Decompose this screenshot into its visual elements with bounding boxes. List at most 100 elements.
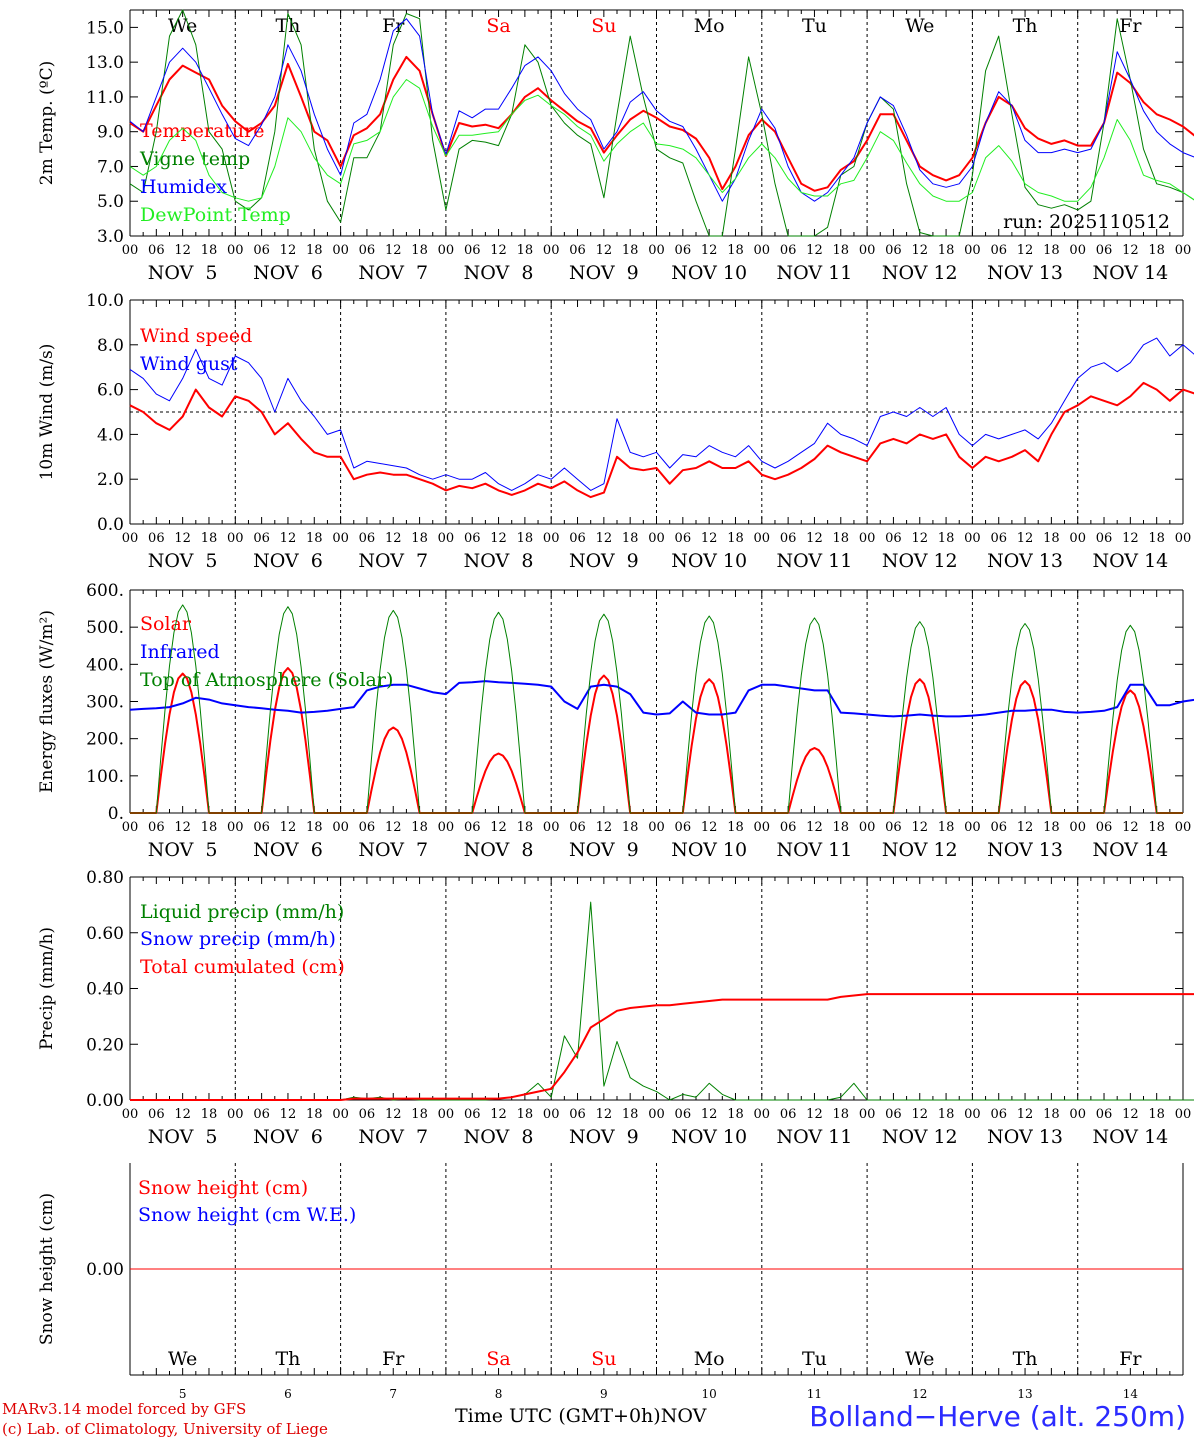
- x-date-label: NOV 9: [569, 550, 639, 572]
- x-hour-label: 18: [622, 1107, 639, 1122]
- x-hour-label: 12: [596, 1107, 613, 1122]
- x-hour-label: 06: [780, 243, 797, 258]
- x-hour-label: 18: [727, 1107, 744, 1122]
- y-tick-label: 10.0: [86, 291, 124, 311]
- y-tick-label: 7.0: [97, 157, 124, 177]
- y-tick-label: 11.0: [86, 88, 124, 108]
- y-tick-label: 4.0: [97, 425, 124, 445]
- y-tick-label: 0.00: [86, 1260, 124, 1280]
- x-hour-label: 06: [569, 243, 586, 258]
- x-hour-label: 18: [517, 1107, 534, 1122]
- x-date-label: NOV 10: [671, 839, 747, 861]
- series-line-wind-gust: [129, 337, 1194, 491]
- x-date-label: NOV 14: [1092, 262, 1168, 284]
- x-hour-label: 12: [1122, 1107, 1139, 1122]
- x-hour-label: 06: [359, 531, 376, 546]
- x-hour-label: 00: [1175, 1107, 1192, 1122]
- x-hour-label: 12: [911, 1107, 928, 1122]
- x-hour-label: 12: [1122, 243, 1139, 258]
- series-line-vigne-temp: [129, 9, 1194, 237]
- x-hour-label: 06: [569, 1107, 586, 1122]
- x-hour-label: 06: [780, 1107, 797, 1122]
- day-number-label: 8: [495, 1387, 503, 1401]
- x-hour-label: 18: [411, 531, 428, 546]
- x-hour-label: 12: [806, 820, 823, 835]
- x-hour-label: 00: [1069, 1107, 1086, 1122]
- x-hour-label: 18: [201, 1107, 218, 1122]
- x-hour-label: 12: [701, 1107, 718, 1122]
- x-hour-label: 00: [859, 820, 876, 835]
- x-date-label: NOV 5: [148, 550, 218, 572]
- x-hour-label: 06: [148, 531, 165, 546]
- x-hour-label: 18: [622, 531, 639, 546]
- day-number-label: 9: [600, 1387, 608, 1401]
- x-date-label: NOV 5: [148, 839, 218, 861]
- x-hour-label: 06: [885, 243, 902, 258]
- x-date-label: NOV 13: [987, 839, 1063, 861]
- x-hour-label: 00: [227, 820, 244, 835]
- x-hour-label: 00: [1069, 820, 1086, 835]
- day-number-label: 6: [284, 1387, 292, 1401]
- x-hour-label: 00: [648, 820, 665, 835]
- y-tick-label: 300.: [86, 693, 124, 713]
- x-hour-label: 18: [411, 243, 428, 258]
- x-hour-label: 06: [253, 531, 270, 546]
- y-tick-label: 2.0: [97, 470, 124, 490]
- x-date-label: NOV 10: [671, 1126, 747, 1148]
- x-date-label: NOV 9: [569, 1126, 639, 1148]
- weekday-label: Th: [275, 15, 300, 37]
- x-hour-label: 06: [253, 820, 270, 835]
- x-hour-label: 06: [675, 531, 692, 546]
- y-tick-label: 13.0: [86, 53, 124, 73]
- x-hour-label: 12: [490, 531, 507, 546]
- x-hour-label: 12: [1017, 820, 1034, 835]
- legend-entry: Snow height (cm): [138, 1177, 308, 1199]
- x-hour-label: 06: [675, 1107, 692, 1122]
- x-hour-label: 00: [964, 1107, 981, 1122]
- legend-entry: Total cumulated (cm): [140, 956, 345, 978]
- x-hour-label: 06: [990, 243, 1007, 258]
- x-hour-label: 00: [1069, 531, 1086, 546]
- x-date-label: NOV 10: [671, 550, 747, 572]
- x-hour-label: 00: [543, 243, 560, 258]
- x-hour-label: 00: [227, 531, 244, 546]
- x-hour-label: 00: [754, 1107, 771, 1122]
- x-date-label: NOV 13: [987, 1126, 1063, 1148]
- legend-entry: Wind speed: [140, 325, 252, 347]
- x-date-label: NOV 6: [253, 1126, 323, 1148]
- x-hour-label: 12: [596, 531, 613, 546]
- x-date-label: NOV 9: [569, 839, 639, 861]
- x-hour-label: 18: [411, 820, 428, 835]
- x-date-label: NOV 12: [882, 262, 958, 284]
- y-tick-label: 15.0: [86, 18, 124, 38]
- y-tick-label: 8.0: [97, 336, 124, 356]
- x-hour-label: 18: [1043, 243, 1060, 258]
- legend-entry: Infrared: [140, 641, 220, 663]
- x-hour-label: 12: [280, 820, 297, 835]
- x-hour-label: 12: [911, 820, 928, 835]
- x-date-label: NOV 11: [777, 262, 853, 284]
- x-hour-label: 06: [990, 820, 1007, 835]
- x-hour-label: 00: [227, 243, 244, 258]
- x-date-label: NOV 7: [358, 262, 428, 284]
- x-hour-label: 06: [253, 1107, 270, 1122]
- y-tick-label: 0.: [108, 804, 124, 824]
- x-hour-label: 18: [1043, 531, 1060, 546]
- x-hour-label: 00: [438, 243, 455, 258]
- x-date-label: NOV 12: [882, 1126, 958, 1148]
- x-hour-label: 00: [754, 531, 771, 546]
- weekday-label: We: [168, 15, 197, 37]
- station-name: Bolland−Herve (alt. 250m): [809, 1400, 1186, 1433]
- x-hour-label: 18: [306, 243, 323, 258]
- x-hour-label: 12: [806, 531, 823, 546]
- x-hour-label: 18: [833, 531, 850, 546]
- x-hour-label: 18: [1148, 820, 1165, 835]
- weekday-label: We: [905, 15, 934, 37]
- x-hour-label: 00: [648, 243, 665, 258]
- y-tick-label: 500.: [86, 618, 124, 638]
- x-hour-label: 18: [1148, 243, 1165, 258]
- weekday-label: Th: [1013, 1348, 1038, 1370]
- x-hour-label: 06: [359, 1107, 376, 1122]
- x-date-label: NOV 14: [1092, 1126, 1168, 1148]
